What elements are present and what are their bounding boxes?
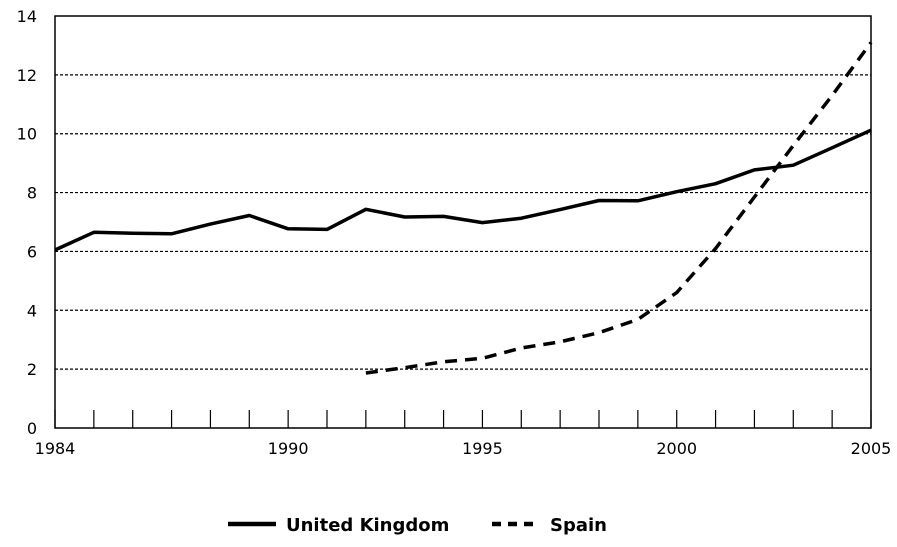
y-tick-label: 6 [27, 242, 37, 261]
y-tick-label: 8 [27, 184, 37, 203]
x-tick-label: 1984 [35, 439, 76, 458]
series-line-united-kingdom [54, 128, 872, 252]
legend: United Kingdom Spain [228, 515, 607, 536]
y-tick-label: 14 [17, 7, 37, 26]
series-lines [54, 41, 873, 375]
legend-label: Spain [550, 515, 607, 536]
legend-label: United Kingdom [286, 515, 449, 536]
y-tick-label: 0 [27, 419, 37, 438]
series-line-spain [365, 41, 873, 375]
y-tick-label: 4 [27, 301, 37, 320]
y-tick-label: 12 [17, 66, 37, 85]
y-tick-label: 10 [17, 125, 37, 144]
x-tick-label: 2005 [851, 439, 892, 458]
x-tick-label: 1990 [268, 439, 309, 458]
x-tick-label: 1995 [462, 439, 503, 458]
y-tick-label: 2 [27, 360, 37, 379]
y-axis-tick-labels: 0 2 4 6 8 10 12 14 [17, 7, 37, 438]
x-tick-label: 2000 [656, 439, 697, 458]
gridlines [55, 74, 871, 370]
x-axis-ticks [54, 410, 872, 428]
x-axis-tick-labels: 1984 1990 1995 2000 2005 [35, 439, 892, 458]
plot-area-border [54, 15, 872, 429]
